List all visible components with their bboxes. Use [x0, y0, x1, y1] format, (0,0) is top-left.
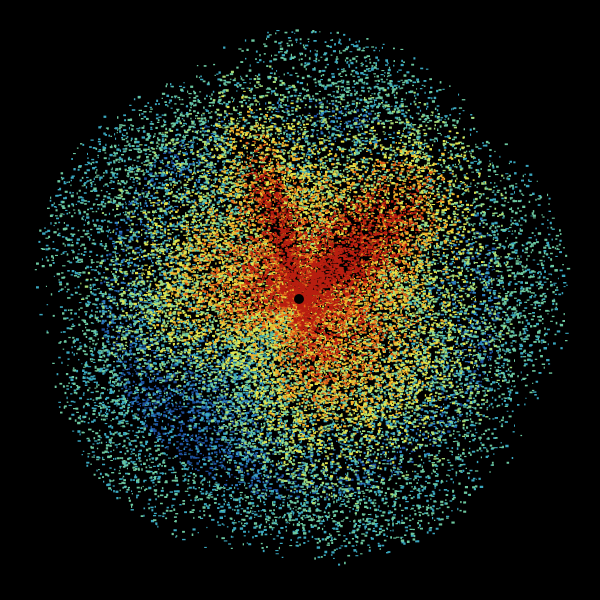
- echo-layer: [34, 29, 571, 566]
- echo-speckles: [115, 87, 487, 485]
- echo-speckles: [80, 65, 519, 519]
- echo-speckles: [222, 150, 423, 381]
- radar-site: [294, 294, 304, 304]
